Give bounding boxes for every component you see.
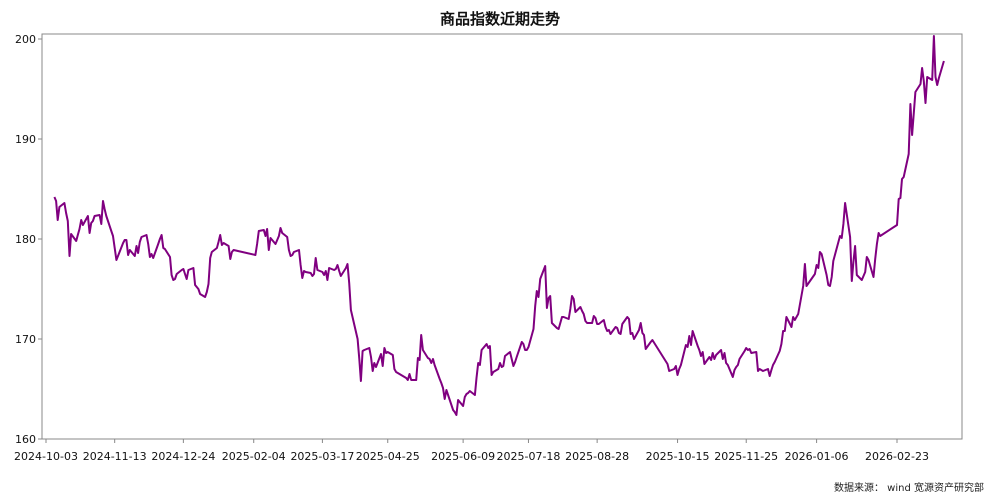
y-tick-label: 160 [15, 433, 36, 446]
x-tick-label: 2025-02-04 [222, 450, 286, 463]
x-tick-label: 2025-10-15 [646, 450, 710, 463]
x-tick-label: 2026-01-06 [785, 450, 849, 463]
x-tick-label: 2025-06-09 [431, 450, 495, 463]
x-axis: 2024-10-03 2024-11-13 2024-12-24 2025-02-04… [14, 439, 929, 463]
x-tick-label: 2026-02-23 [865, 450, 929, 463]
x-tick-label: 2024-12-24 [151, 450, 215, 463]
source-note: 数据来源： wind 宽源资产研究部 [834, 483, 984, 494]
x-tick-label: 2025-03-17 [290, 450, 354, 463]
y-tick-label: 200 [15, 33, 36, 46]
plot-frame [41, 33, 963, 440]
x-tick-label: 2024-10-03 [14, 450, 78, 463]
y-axis: 160 170 180 190 200 [15, 33, 42, 446]
x-tick-label: 2025-11-25 [714, 450, 778, 463]
y-tick-label: 190 [15, 133, 36, 146]
x-tick-label: 2025-04-25 [356, 450, 420, 463]
x-tick-label: 2024-11-13 [83, 450, 147, 463]
x-tick-label: 2025-07-18 [496, 450, 560, 463]
x-tick-label: 2025-08-28 [565, 450, 629, 463]
series-line [53, 35, 945, 416]
chart-title: 商品指数近期走势 [439, 10, 560, 28]
y-tick-label: 170 [15, 333, 36, 346]
y-tick-label: 180 [15, 233, 36, 246]
